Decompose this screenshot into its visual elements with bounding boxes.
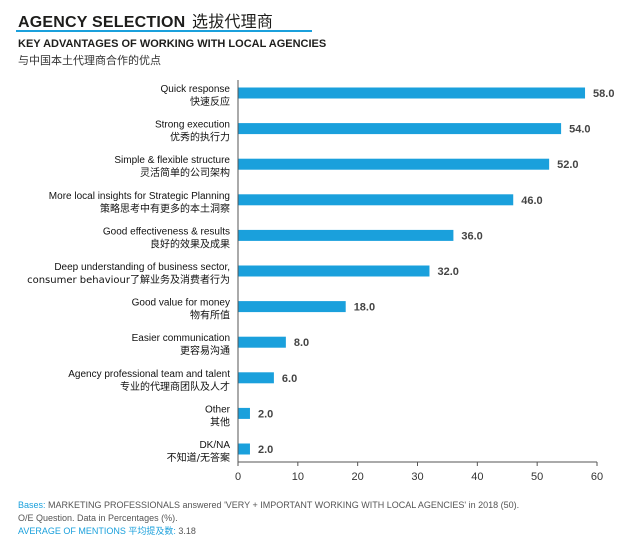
category-label: Agency professional team and talent	[68, 369, 230, 380]
category-label-secondary: 优秀的执行力	[170, 131, 230, 144]
average-label: AVERAGE OF MENTIONS 平均提及数:	[18, 526, 176, 536]
bar	[238, 336, 286, 348]
bases-note: Bases: MARKETING PROFESSIONALS answered …	[18, 499, 519, 512]
bases-text: MARKETING PROFESSIONALS answered 'VERY +…	[45, 500, 520, 510]
bar	[238, 265, 430, 277]
data-label: 46.0	[521, 195, 542, 207]
data-label: 52.0	[557, 159, 578, 171]
category-label-secondary: 良好的效果及成果	[150, 237, 230, 250]
x-tick-label: 10	[292, 471, 304, 483]
category-label-secondary: 专业的代理商团队及人才	[120, 380, 230, 393]
bases-label: Bases:	[18, 500, 46, 510]
category-label: DK/NA	[199, 440, 230, 451]
bar	[238, 372, 274, 384]
chart-subtitle-en: KEY ADVANTAGES OF WORKING WITH LOCAL AGE…	[18, 38, 327, 50]
bar	[238, 194, 514, 206]
data-label: 36.0	[461, 230, 482, 242]
bar	[238, 443, 250, 455]
category-label: Other	[205, 404, 231, 415]
category-label: More local insights for Strategic Planni…	[49, 191, 230, 202]
x-tick-label: 0	[235, 471, 241, 483]
category-label-secondary: 更容易沟通	[180, 344, 230, 357]
bar	[238, 87, 586, 99]
x-tick-label: 20	[352, 471, 364, 483]
bar	[238, 158, 550, 170]
data-label: 58.0	[593, 88, 614, 100]
chart-notes: Bases: MARKETING PROFESSIONALS answered …	[18, 499, 519, 538]
bar	[238, 123, 562, 135]
data-label: 2.0	[258, 444, 273, 456]
bar	[238, 407, 250, 419]
x-tick-label: 60	[591, 471, 603, 483]
header-rule	[16, 30, 312, 32]
data-label: 6.0	[282, 373, 297, 385]
data-label: 54.0	[569, 124, 590, 136]
category-label: Good value for money	[132, 298, 230, 309]
average-value: 3.18	[175, 526, 196, 536]
bar	[238, 301, 346, 313]
average-note: AVERAGE OF MENTIONS 平均提及数: 3.18	[18, 525, 519, 538]
category-label-secondary: consumer behaviour了解业务及消费者行为	[27, 273, 230, 286]
page-title: AGENCY SELECTION 选拔代理商	[18, 8, 273, 32]
x-tick-label: 30	[411, 471, 423, 483]
page-title-zh: 选拔代理商	[192, 14, 274, 31]
question-note: O/E Question. Data in Percentages (%).	[18, 513, 178, 523]
category-label: Deep understanding of business sector,	[54, 262, 230, 273]
category-label: Simple & flexible structure	[114, 155, 230, 166]
chart-subtitle-zh: 与中国本土代理商合作的优点	[18, 55, 161, 67]
data-label: 8.0	[294, 337, 309, 349]
data-label: 18.0	[354, 302, 375, 314]
category-label-secondary: 其他	[210, 415, 230, 428]
page-title-en: AGENCY SELECTION	[18, 14, 186, 31]
x-tick-label: 50	[531, 471, 543, 483]
category-label: Easier communication	[132, 333, 230, 344]
bar	[238, 229, 454, 241]
data-label: 32.0	[437, 266, 458, 278]
category-label-secondary: 快速反应	[190, 95, 230, 108]
category-label-secondary: 灵活简单的公司架构	[140, 166, 230, 179]
data-label: 2.0	[258, 408, 273, 420]
category-label-secondary: 物有所值	[190, 309, 230, 322]
category-label-secondary: 策略思考中有更多的本土洞察	[100, 202, 230, 215]
x-tick-label: 40	[471, 471, 483, 483]
category-label: Strong execution	[155, 120, 230, 131]
category-label-secondary: 不知道/无答案	[167, 451, 230, 464]
category-label: Quick response	[161, 84, 231, 95]
category-label: Good effectiveness & results	[103, 226, 230, 237]
